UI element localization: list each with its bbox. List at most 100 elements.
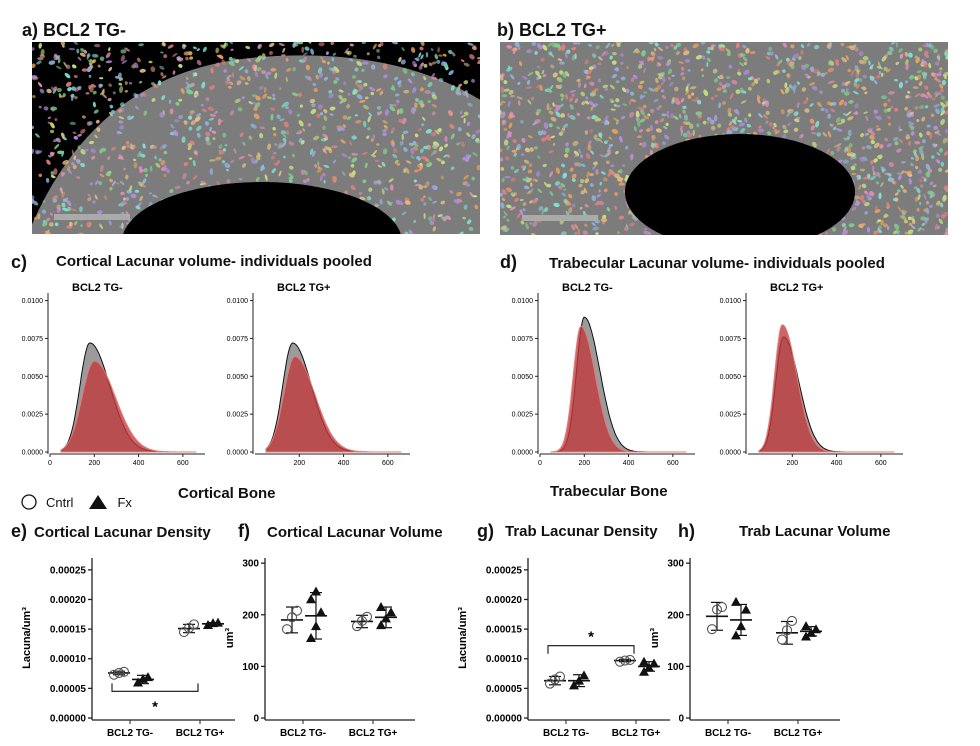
y-tick-label: 0.0025 [22, 412, 44, 419]
data-point-triangle [311, 586, 321, 596]
y-tick-label: 0.0075 [227, 336, 249, 343]
y-tick-label: 0.0050 [512, 374, 534, 381]
microct-image-tgneg [32, 42, 480, 234]
scatter-chart-cortical-density: 0.00000 0.00005 0.00010 0.00015 0.00020 0.000… [21, 558, 235, 739]
legend-fx-label: Fx [117, 494, 132, 510]
significance-star: * [152, 698, 158, 715]
y-tick-label: 0.0100 [512, 298, 534, 305]
panel-h-title: Trab Lacunar Volume [739, 523, 891, 540]
y-axis-label: um³ [649, 628, 661, 649]
data-point-triangle [213, 617, 223, 627]
y-tick-label: 0.00005 [50, 684, 87, 695]
x-tick-label: 600 [875, 460, 887, 467]
data-point-circle [614, 656, 626, 667]
y-tick-label: 200 [242, 610, 259, 621]
data-point-circle [549, 674, 561, 685]
y-tick-label: 300 [242, 559, 259, 570]
density-chart-title: BCL2 TG+ [277, 282, 330, 294]
x-tick-label: BCL2 TG+ [176, 728, 225, 739]
y-tick-label: 0.0025 [227, 412, 249, 419]
data-point-circle [188, 619, 200, 630]
group-cntrl [108, 666, 130, 680]
x-tick-label: BCL2 TG+ [349, 728, 398, 739]
y-tick-label: 300 [667, 559, 684, 570]
panel-e-label: e) [11, 521, 28, 541]
y-tick-label: 0.0050 [227, 374, 249, 381]
legend-triangle-icon [89, 495, 108, 509]
scatter-chart-trab-density: 0.00000 0.00005 0.00010 0.00015 0.00020 0.000… [457, 558, 670, 739]
data-point-triangle [376, 620, 386, 630]
x-tick-label: BCL2 TG+ [774, 728, 823, 739]
x-tick-label: BCL2 TG- [280, 728, 326, 739]
data-point-circle [781, 625, 793, 636]
y-tick-label: 0.00000 [486, 714, 523, 725]
x-tick-label: BCL2 TG- [543, 728, 589, 739]
data-point-triangle [639, 656, 649, 666]
panel-f-title: Cortical Lacunar Volume [267, 524, 443, 541]
legend-cntrl-label: Cntrl [46, 494, 74, 510]
x-tick-label: BCL2 TG+ [612, 728, 661, 739]
x-tick-label: 400 [133, 460, 145, 467]
x-tick-label: BCL2 TG- [705, 728, 751, 739]
marrow-cavity [625, 134, 855, 235]
data-point-circle [624, 654, 636, 665]
group-fx [305, 586, 327, 642]
x-tick-label: 0 [48, 460, 52, 467]
density-area-fx [60, 360, 197, 453]
x-tick-label: 400 [623, 460, 635, 467]
data-point-circle [286, 612, 298, 623]
data-point-circle [361, 611, 373, 622]
density-area-fx [758, 324, 895, 453]
microct-image-tgpos [500, 42, 948, 235]
group-cntrl [544, 671, 566, 689]
x-tick-label: 400 [831, 460, 843, 467]
y-tick-label: 0.00025 [486, 565, 523, 576]
panel-e-title: Cortical Lacunar Density [34, 524, 211, 541]
data-point-triangle [574, 675, 584, 685]
data-point-circle [776, 634, 788, 645]
panel-h-label: h) [678, 521, 695, 541]
y-axis-label: Lacuna/um³ [21, 607, 33, 669]
group-cntrl [178, 619, 200, 638]
data-point-triangle [569, 680, 579, 690]
data-point-triangle [741, 604, 751, 614]
y-tick-label: 0.00005 [486, 684, 523, 695]
x-tick-label: 600 [382, 460, 394, 467]
y-tick-label: 0.00010 [50, 654, 87, 665]
data-point-triangle [306, 633, 316, 642]
y-tick-label: 0.00020 [50, 595, 87, 606]
bone-region [32, 55, 480, 234]
density-chart-trabecular-tgpos: BCL2 TG+ 0.0000 0.0025 0.0050 0.0075 0.0100 20… [720, 282, 903, 467]
y-tick-label: 100 [242, 662, 259, 673]
group-cntrl [706, 601, 728, 635]
y-tick-label: 0.00025 [50, 565, 87, 576]
legend: Cntrl Fx [20, 493, 132, 511]
significance-bracket [547, 645, 635, 654]
group-cntrl [776, 615, 798, 645]
group-fx [568, 670, 590, 690]
data-point-triangle [316, 607, 326, 617]
y-tick-label: 0.0100 [227, 298, 249, 305]
panel-c-label: c) [11, 252, 28, 272]
group-fx [638, 656, 660, 676]
density-chart-cortical-tgneg: BCL2 TG- 0.0000 0.0025 0.0050 0.0075 0.0100 0 2… [22, 282, 205, 467]
y-tick-label: 0.0075 [720, 336, 742, 343]
x-tick-label: BCL2 TG- [107, 728, 153, 739]
group-fx [800, 621, 822, 641]
group-cntrl [281, 605, 303, 635]
data-point-triangle [639, 666, 649, 676]
panel-g-label: g) [477, 521, 494, 541]
data-point-triangle [801, 631, 811, 641]
data-point-triangle [306, 594, 316, 604]
y-tick-label: 0.0000 [22, 450, 44, 457]
x-tick-label: 200 [578, 460, 590, 467]
density-area-fx [550, 325, 687, 453]
data-point-circle [108, 669, 120, 680]
group-cntrl [351, 611, 373, 632]
density-chart-title: BCL2 TG+ [770, 282, 823, 294]
data-point-circle [619, 655, 631, 666]
group-fx [132, 672, 154, 687]
group-fx [202, 617, 224, 629]
y-tick-label: 0.00015 [486, 625, 523, 636]
density-chart-title: BCL2 TG- [72, 282, 123, 294]
